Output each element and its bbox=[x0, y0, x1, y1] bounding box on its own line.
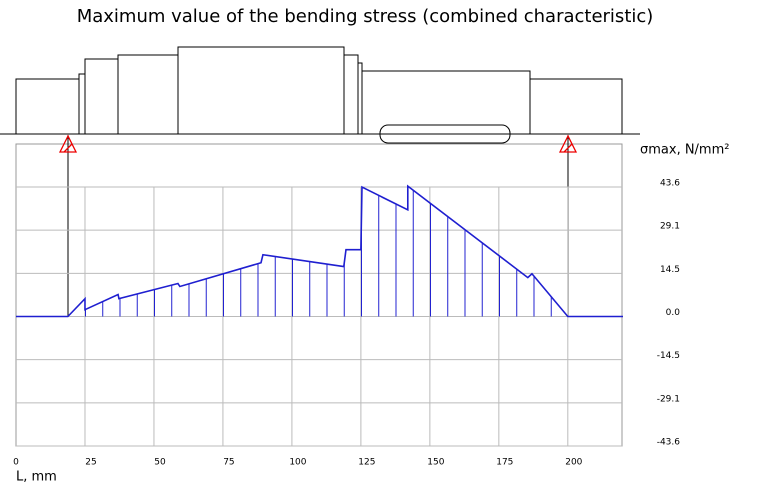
y-tick-label: 29.1 bbox=[660, 222, 680, 232]
y-tick-label: -29.1 bbox=[657, 394, 680, 404]
stress-line bbox=[16, 184, 623, 318]
x-tick-label: 50 bbox=[154, 458, 166, 468]
y-tick-label: -14.5 bbox=[657, 351, 680, 361]
x-axis-label: L, mm bbox=[16, 470, 57, 485]
y-tick-label: 14.5 bbox=[660, 265, 680, 275]
x-tick-label: 0 bbox=[13, 458, 19, 468]
x-tick-label: 150 bbox=[427, 458, 444, 468]
support-left bbox=[58, 134, 78, 153]
x-tick-label: 200 bbox=[565, 458, 582, 468]
support-right bbox=[558, 134, 578, 153]
x-tick-label: 100 bbox=[289, 458, 306, 468]
shaft-outline bbox=[15, 46, 623, 134]
y-tick-label: -43.6 bbox=[657, 438, 681, 448]
x-tick-label: 125 bbox=[358, 458, 375, 468]
x-tick-label: 25 bbox=[85, 458, 96, 468]
hatch-area bbox=[16, 186, 623, 317]
chart-title: Maximum value of the bending stress (com… bbox=[77, 6, 654, 27]
shaft-steps bbox=[78, 55, 531, 134]
y-tick-label: 43.6 bbox=[660, 179, 680, 189]
keyway bbox=[379, 124, 511, 144]
y-tick-label: 0.0 bbox=[666, 308, 681, 318]
x-tick-label: 75 bbox=[223, 458, 234, 468]
y-axis-label: σmax, N/mm² bbox=[640, 143, 729, 158]
shaft bbox=[0, 46, 640, 144]
x-tick-label: 175 bbox=[496, 458, 513, 468]
